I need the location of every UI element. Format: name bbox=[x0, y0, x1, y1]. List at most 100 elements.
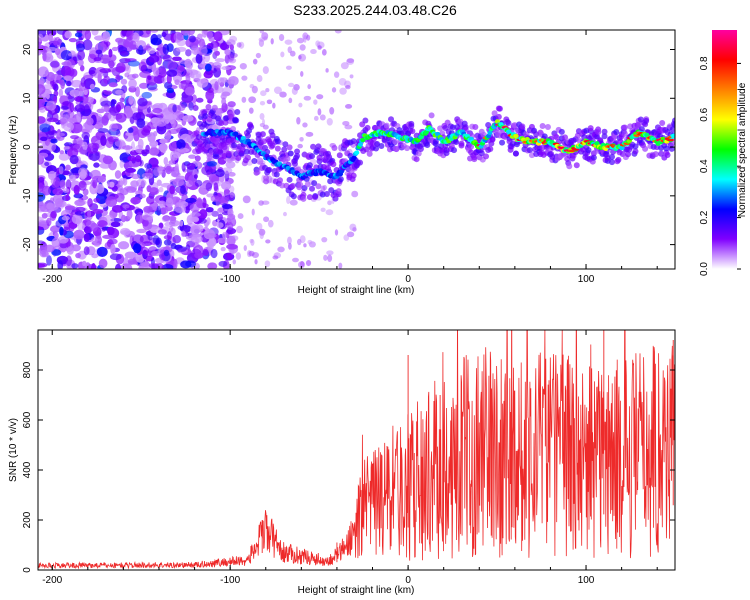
ridge-halo bbox=[311, 180, 318, 187]
ridge-halo bbox=[266, 166, 273, 173]
colorbar-label: Normalized spectral amplitude bbox=[737, 82, 748, 217]
noise-blob bbox=[38, 116, 46, 124]
noise-blob bbox=[334, 229, 339, 236]
noise-blob bbox=[83, 225, 93, 234]
noise-blob bbox=[159, 207, 169, 214]
noise-blob bbox=[73, 229, 85, 240]
ridge-halo bbox=[601, 133, 608, 140]
noise-blob bbox=[64, 205, 76, 211]
noise-blob bbox=[259, 30, 264, 34]
noise-blob bbox=[57, 259, 64, 269]
noise-blob bbox=[284, 39, 293, 45]
noise-blob bbox=[114, 139, 126, 147]
noise-blob bbox=[167, 231, 172, 241]
noise-blob bbox=[243, 245, 247, 252]
noise-blob bbox=[170, 171, 181, 178]
noise-blob bbox=[46, 117, 59, 123]
ridge-halo bbox=[659, 120, 666, 127]
noise-blob bbox=[97, 220, 108, 228]
noise-blob bbox=[251, 208, 255, 216]
noise-blob bbox=[227, 54, 235, 62]
noise-blob bbox=[106, 181, 114, 188]
noise-blob bbox=[252, 58, 258, 65]
noise-blob bbox=[313, 115, 319, 121]
noise-blob bbox=[320, 207, 326, 213]
noise-blob bbox=[38, 263, 46, 268]
noise-blob bbox=[195, 73, 201, 78]
spectrogram-x-label: Height of straight line (km) bbox=[298, 285, 415, 296]
noise-blob bbox=[256, 157, 264, 165]
noise-blob bbox=[206, 217, 211, 226]
noise-blob bbox=[122, 204, 130, 209]
colorbar-ticks: 0.0 0.2 0.4 0.6 0.8 bbox=[699, 56, 741, 276]
noise-blob bbox=[141, 149, 151, 155]
noise-blob bbox=[38, 84, 46, 95]
noise-blob bbox=[211, 210, 219, 217]
ridge-halo bbox=[290, 193, 297, 200]
noise-blob bbox=[159, 249, 166, 261]
noise-blob bbox=[46, 141, 57, 152]
noise-blob bbox=[298, 55, 302, 60]
noise-blob bbox=[143, 205, 153, 213]
noise-blob bbox=[152, 131, 158, 137]
noise-blob bbox=[139, 193, 146, 199]
noise-blob bbox=[78, 180, 87, 191]
noise-blob bbox=[156, 179, 162, 187]
noise-blob bbox=[213, 182, 219, 192]
noise-blob bbox=[50, 138, 58, 144]
noise-blob bbox=[51, 249, 62, 256]
noise-blob bbox=[48, 170, 57, 181]
noise-blob bbox=[44, 244, 55, 253]
ridge-halo bbox=[279, 182, 286, 189]
noise-blob bbox=[123, 263, 130, 269]
noise-blob bbox=[210, 248, 218, 259]
ridge-halo bbox=[621, 130, 628, 137]
noise-blob bbox=[305, 131, 314, 137]
noise-blob bbox=[66, 246, 74, 255]
noise-blob bbox=[179, 220, 184, 227]
noise-blob bbox=[189, 225, 201, 235]
ridge-halo bbox=[234, 109, 241, 116]
ridge-halo bbox=[192, 105, 199, 112]
x-tick-label: 100 bbox=[578, 274, 595, 285]
noise-blob bbox=[70, 135, 79, 140]
ridge-halo bbox=[202, 113, 209, 120]
ridge-halo bbox=[453, 139, 460, 146]
noise-blob bbox=[325, 209, 334, 216]
noise-blob bbox=[261, 118, 266, 125]
ridge-core bbox=[644, 132, 650, 138]
ridge-halo bbox=[625, 151, 632, 158]
noise-blob bbox=[155, 237, 162, 248]
noise-blob bbox=[48, 33, 54, 42]
noise-blob bbox=[241, 96, 247, 103]
noise-blob bbox=[145, 30, 151, 35]
ridge-halo bbox=[291, 160, 298, 167]
noise-blob bbox=[135, 40, 147, 50]
noise-blob bbox=[98, 258, 108, 269]
noise-blob bbox=[180, 185, 186, 195]
noise-blob bbox=[93, 242, 101, 247]
noise-blob bbox=[226, 252, 233, 260]
noise-blob bbox=[73, 96, 84, 102]
noise-blob bbox=[235, 252, 242, 260]
noise-blob bbox=[128, 95, 134, 105]
noise-blob bbox=[305, 259, 312, 267]
ridge-halo bbox=[211, 104, 218, 111]
noise-blob bbox=[202, 197, 207, 209]
ridge-halo bbox=[362, 117, 369, 124]
noise-blob bbox=[71, 263, 79, 269]
ridge-core bbox=[240, 135, 246, 141]
ridge-core bbox=[233, 131, 239, 136]
noise-blob bbox=[60, 65, 72, 77]
noise-blob bbox=[50, 197, 55, 203]
noise-blob bbox=[215, 169, 225, 178]
noise-blob bbox=[156, 205, 161, 217]
ridge-core bbox=[351, 155, 357, 160]
noise-blob bbox=[44, 161, 50, 167]
x-tick-label: 100 bbox=[578, 575, 595, 586]
noise-blob bbox=[97, 175, 107, 183]
noise-blob bbox=[279, 91, 287, 98]
noise-blob bbox=[189, 216, 199, 222]
noise-blob bbox=[184, 58, 192, 69]
